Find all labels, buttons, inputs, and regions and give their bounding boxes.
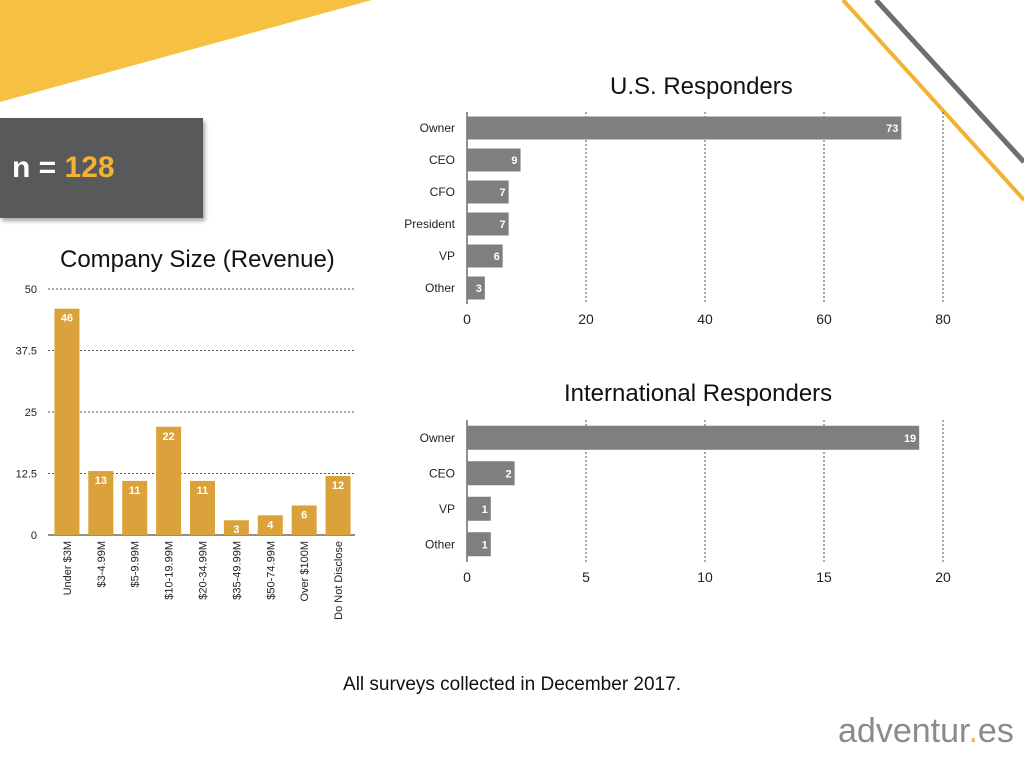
sample-size-value: 128: [64, 151, 115, 184]
company-category-label: Under $3M: [62, 541, 74, 595]
company-bar: [54, 308, 80, 535]
sample-size-label: n =: [12, 151, 65, 184]
company-category-label: $5-9.99M: [130, 541, 142, 587]
company-category-label: $20-34.99M: [198, 541, 210, 600]
us-responders-category-label: VP: [439, 249, 455, 263]
us-responders-data-label: 3: [476, 283, 482, 295]
company-bar: [88, 471, 114, 535]
intl-responders-bar: [467, 496, 491, 521]
corner-yellow-triangle: [0, 0, 372, 102]
company-ytick-label: 0: [31, 530, 37, 542]
intl-responders-bar: [467, 461, 515, 486]
us-responders-bar: [467, 244, 503, 268]
survey-footnote: All surveys collected in December 2017.: [343, 674, 681, 695]
us-responders-title: U.S. Responders: [610, 73, 793, 100]
company-category-label: Do Not Disclose: [333, 541, 345, 620]
us-responders-xtick-label: 60: [816, 311, 832, 327]
intl-responders-category-label: VP: [439, 502, 455, 516]
company-category-label: Over $100M: [299, 541, 311, 602]
us-responders-xtick-label: 0: [463, 311, 471, 327]
intl-responders-category-label: Owner: [420, 431, 455, 445]
us-responders-category-label: President: [404, 217, 455, 231]
intl-responders-xtick-label: 15: [816, 569, 832, 585]
company-bar: [122, 480, 148, 535]
us-responders-data-label: 73: [886, 123, 898, 135]
company-data-label: 46: [61, 313, 73, 325]
company-data-label: 3: [233, 524, 239, 536]
us-responders-xtick-label: 20: [578, 311, 594, 327]
intl-responders-data-label: 1: [482, 504, 488, 516]
us-responders-category-label: CEO: [429, 153, 455, 167]
us-responders-bar: [467, 212, 509, 236]
company-ytick-label: 37.5: [16, 346, 37, 358]
intl-responders-xtick-label: 5: [582, 569, 590, 585]
us-responders-data-label: 6: [494, 251, 500, 263]
logo-text-end: es: [977, 712, 1014, 750]
us-responders-data-label: 7: [500, 219, 506, 231]
us-responders-data-label: 7: [500, 187, 506, 199]
us-responders-xtick-label: 40: [697, 311, 713, 327]
company-data-label: 13: [95, 475, 107, 487]
company-bar: [257, 515, 283, 535]
company-data-label: 4: [267, 519, 274, 531]
intl-responders-data-label: 1: [482, 539, 488, 551]
intl-responders-bar: [467, 425, 920, 450]
company-data-label: 12: [332, 480, 344, 492]
us-responders-category-label: CFO: [430, 185, 455, 199]
company-bar: [223, 520, 249, 535]
company-size-title: Company Size (Revenue): [60, 246, 335, 273]
us-responders-bar: [467, 180, 509, 204]
intl-responders-data-label: 2: [505, 468, 511, 480]
company-data-label: 11: [129, 485, 141, 497]
logo-text-start: adventur: [838, 712, 969, 750]
company-data-label: 6: [301, 509, 307, 521]
intl-responders-xtick-label: 20: [935, 569, 951, 585]
intl-responders-title: International Responders: [564, 380, 833, 407]
company-category-label: $3-4.99M: [96, 541, 108, 587]
company-data-label: 22: [162, 431, 174, 443]
intl-responders-xtick-label: 10: [697, 569, 713, 585]
us-responders-xtick-label: 80: [935, 311, 951, 327]
company-bar: [190, 480, 215, 535]
company-bar: [156, 426, 182, 535]
intl-responders-chart: 0 5 10 15 20 19 Owner 2 CEO 1 VP 1 Other: [420, 420, 951, 585]
company-category-label: $50-74.99M: [265, 541, 277, 600]
company-category-label: $35-49.99M: [231, 541, 243, 600]
company-category-label: $10-19.99M: [164, 541, 176, 600]
us-responders-data-label: 9: [511, 155, 517, 167]
us-responders-bar: [467, 116, 902, 140]
intl-responders-category-label: Other: [425, 537, 455, 551]
sample-size-box: n = 128: [0, 118, 203, 218]
logo-dot: .: [968, 712, 978, 750]
company-ytick-label: 12.5: [16, 469, 37, 481]
intl-responders-category-label: CEO: [429, 466, 455, 480]
company-data-label: 11: [197, 485, 209, 497]
company-bar: [325, 475, 351, 535]
company-bar: [291, 505, 317, 535]
us-responders-bar: [467, 148, 521, 172]
intl-responders-bar: [467, 532, 491, 557]
us-responders-bar: [467, 276, 485, 300]
intl-responders-data-label: 19: [904, 433, 916, 445]
us-responders-category-label: Owner: [420, 121, 455, 135]
intl-responders-xtick-label: 0: [463, 569, 471, 585]
company-ytick-label: 25: [25, 407, 37, 419]
adventures-logo: adventur.es: [838, 712, 1014, 751]
us-responders-chart: 0 20 40 60 80 73 Owner 9 CEO 7 CFO 7 President 6 VP 3 Ot…: [404, 112, 951, 327]
company-ytick-label: 50: [25, 284, 37, 296]
us-responders-category-label: Other: [425, 281, 455, 295]
